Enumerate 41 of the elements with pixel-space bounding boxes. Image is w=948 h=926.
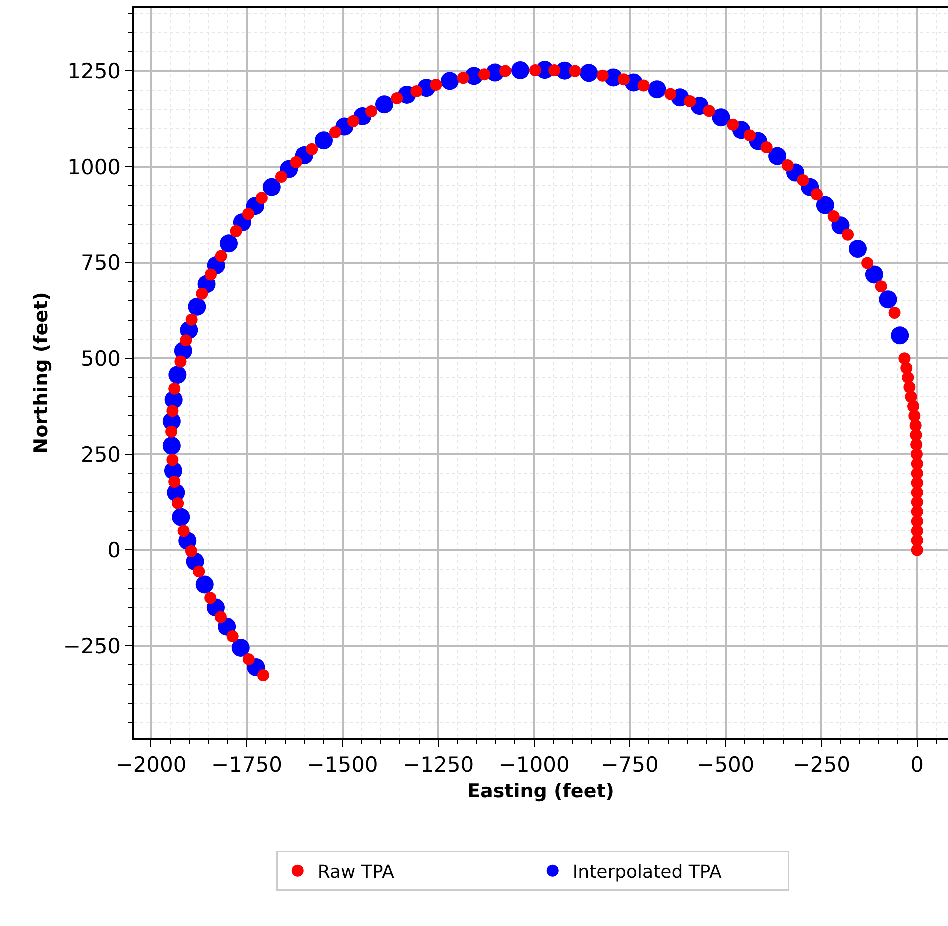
y-tick-label: 0 [108, 538, 122, 563]
point [580, 64, 598, 82]
y-tick-label: 1000 [68, 155, 122, 180]
point [232, 638, 250, 657]
point [879, 290, 898, 309]
point [865, 266, 884, 284]
y-tick-label: 750 [80, 251, 122, 276]
point [196, 576, 214, 594]
y-axis-title: Northing (feet) [30, 292, 53, 454]
x-tick-label: 0 [910, 752, 924, 777]
point [262, 178, 281, 196]
x-tick-label: −1500 [307, 752, 378, 777]
point [816, 196, 834, 214]
point [648, 80, 666, 99]
x-tick-label: −250 [792, 752, 850, 777]
point [512, 61, 530, 80]
point [848, 240, 867, 258]
x-tick-label: −1750 [211, 752, 283, 777]
point [712, 108, 730, 127]
x-tick-label: −2000 [116, 752, 187, 777]
y-tick-label: 1250 [68, 60, 122, 84]
point [891, 326, 910, 345]
point [376, 96, 394, 114]
point [220, 234, 238, 253]
point [315, 132, 333, 150]
y-tick-label: −250 [63, 634, 122, 658]
point [172, 508, 190, 526]
x-tick-label: −750 [601, 752, 659, 777]
x-tick-label: −1250 [403, 752, 474, 777]
y-tick-label: 250 [80, 442, 122, 467]
x-tick-label: −1000 [498, 752, 570, 777]
point [188, 298, 206, 316]
point [768, 147, 787, 166]
point [162, 437, 181, 455]
x-tick-label: −500 [696, 752, 755, 777]
legend-label: Raw TPA [318, 862, 396, 883]
point [168, 366, 187, 384]
y-tick-label: 500 [80, 346, 122, 371]
point [441, 72, 460, 90]
legend-label: Interpolated TPA [572, 862, 723, 883]
x-axis-title: Easting (feet) [468, 780, 614, 802]
